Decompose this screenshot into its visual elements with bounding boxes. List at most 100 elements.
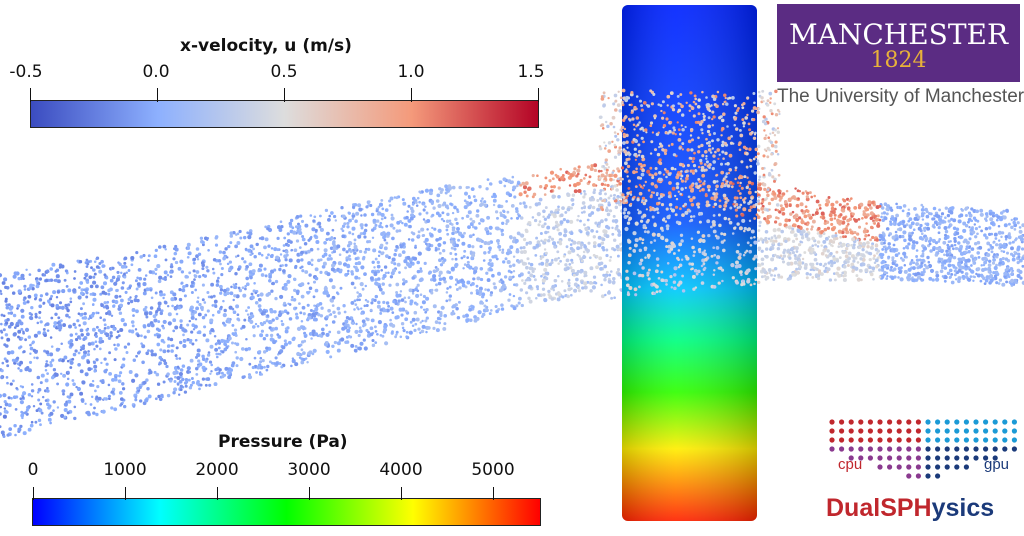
fluid-particle: [577, 289, 581, 293]
fluid-particle: [35, 284, 40, 289]
fluid-particle: [182, 343, 187, 349]
fluid-particle: [1010, 246, 1014, 251]
fluid-particle: [298, 228, 302, 232]
fluid-particle: [87, 260, 91, 264]
fluid-particle: [772, 278, 776, 281]
fluid-particle: [1014, 217, 1019, 221]
fluid-particle: [277, 334, 282, 339]
fluid-particle: [164, 301, 168, 305]
fluid-particle: [597, 221, 602, 225]
fluid-particle: [407, 218, 412, 223]
fluid-particle: [527, 186, 532, 191]
fluid-particle: [22, 277, 25, 280]
fluid-particle: [95, 284, 99, 289]
fluid-particle: [475, 213, 480, 218]
fluid-particle: [787, 218, 791, 222]
fluid-particle: [45, 322, 50, 326]
fluid-particle: [0, 292, 3, 296]
fluid-particle: [523, 190, 527, 194]
fluid-particle: [580, 281, 584, 285]
fluid-particle: [458, 185, 462, 190]
fluid-particle: [39, 402, 43, 406]
fluid-particle: [925, 210, 929, 214]
fluid-particle: [268, 275, 272, 279]
fluid-particle: [763, 274, 767, 278]
fluid-particle: [175, 357, 179, 360]
fluid-particle: [187, 378, 191, 382]
fluid-particle: [361, 319, 366, 324]
fluid-particle: [121, 401, 124, 405]
fluid-particle: [488, 262, 492, 266]
fluid-particle: [790, 229, 795, 234]
fluid-particle: [300, 360, 305, 365]
fluid-particle: [22, 298, 26, 302]
fluid-particle: [328, 254, 332, 258]
fluid-particle: [806, 237, 811, 242]
fluid-particle: [200, 308, 204, 312]
fluid-particle: [190, 377, 194, 380]
fluid-particle: [486, 231, 490, 236]
fluid-particle: [907, 267, 912, 272]
fluid-particle: [432, 326, 436, 330]
fluid-particle: [742, 198, 746, 202]
fluid-particle: [597, 235, 602, 240]
fluid-particle: [376, 260, 380, 265]
fluid-particle: [124, 290, 128, 294]
fluid-particle: [52, 324, 57, 328]
fluid-particle: [377, 300, 381, 305]
fluid-particle: [527, 262, 531, 265]
fluid-particle: [948, 258, 952, 261]
fluid-particle: [544, 251, 548, 255]
fluid-particle: [314, 332, 319, 337]
fluid-particle: [483, 251, 487, 255]
fluid-particle: [398, 253, 402, 258]
fluid-particle: [556, 250, 560, 254]
fluid-particle: [20, 308, 25, 313]
fluid-particle: [791, 227, 795, 231]
fluid-particle: [270, 327, 274, 331]
fluid-particle: [163, 270, 168, 275]
fluid-particle: [239, 236, 243, 240]
fluid-particle: [1, 281, 6, 285]
fluid-particle: [351, 213, 356, 218]
fluid-particle: [848, 228, 852, 232]
fluid-particle: [118, 391, 123, 395]
fluid-particle: [186, 255, 190, 259]
fluid-particle: [857, 205, 862, 210]
fluid-particle: [829, 251, 833, 256]
fluid-particle: [0, 313, 4, 317]
fluid-particle: [380, 212, 385, 218]
fluid-particle: [176, 383, 180, 386]
fluid-particle: [425, 296, 430, 301]
fluid-particle: [385, 254, 389, 258]
fluid-particle: [314, 276, 319, 281]
fluid-particle: [532, 274, 536, 278]
fluid-particle: [147, 349, 150, 353]
fluid-particle: [481, 312, 486, 317]
fluid-particle: [593, 188, 597, 192]
fluid-particle: [116, 330, 120, 333]
fluid-particle: [508, 235, 513, 239]
fluid-particle: [463, 205, 468, 210]
fluid-particle: [451, 185, 456, 190]
fluid-particle: [430, 291, 434, 295]
fluid-particle: [469, 217, 473, 221]
fluid-particle: [541, 224, 545, 228]
fluid-particle: [869, 216, 874, 221]
fluid-particle: [815, 267, 819, 272]
fluid-particle: [454, 262, 459, 267]
fluid-particle: [340, 337, 345, 342]
fluid-particle: [488, 312, 492, 316]
fluid-particle: [179, 388, 183, 391]
fluid-particle: [9, 382, 13, 386]
fluid-particle: [260, 273, 265, 277]
fluid-particle: [323, 286, 328, 291]
fluid-particle: [811, 236, 816, 241]
fluid-particle: [525, 277, 530, 282]
fluid-particle: [707, 233, 711, 238]
fluid-particle: [1000, 249, 1003, 253]
fluid-particle: [838, 256, 842, 260]
fluid-particle: [606, 183, 610, 187]
fluid-particle: [544, 230, 548, 235]
fluid-particle: [988, 273, 994, 279]
